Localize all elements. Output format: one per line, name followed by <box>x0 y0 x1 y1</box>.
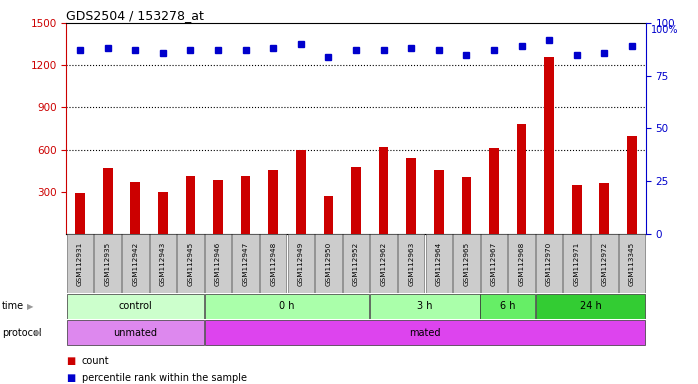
FancyBboxPatch shape <box>508 234 535 293</box>
FancyBboxPatch shape <box>232 234 259 293</box>
Text: time: time <box>2 301 24 311</box>
Text: ■: ■ <box>66 356 75 366</box>
FancyBboxPatch shape <box>260 234 286 293</box>
Text: 3 h: 3 h <box>417 301 433 311</box>
Bar <box>627 136 637 234</box>
Text: GSM112965: GSM112965 <box>463 242 469 286</box>
Text: GSM112963: GSM112963 <box>408 242 414 286</box>
Text: protocol: protocol <box>2 328 42 338</box>
FancyBboxPatch shape <box>398 234 424 293</box>
Bar <box>131 182 140 234</box>
Text: GSM112935: GSM112935 <box>105 242 111 286</box>
Text: percentile rank within the sample: percentile rank within the sample <box>82 373 246 383</box>
Bar <box>572 185 581 234</box>
Text: control: control <box>119 301 152 311</box>
Bar <box>544 58 554 234</box>
FancyBboxPatch shape <box>205 234 231 293</box>
Bar <box>103 168 112 234</box>
Text: GSM112967: GSM112967 <box>491 242 497 286</box>
Text: GSM112972: GSM112972 <box>601 242 607 286</box>
Text: GSM112970: GSM112970 <box>546 242 552 286</box>
Text: GDS2504 / 153278_at: GDS2504 / 153278_at <box>66 9 205 22</box>
Bar <box>434 170 443 234</box>
Bar <box>75 193 85 234</box>
Text: 24 h: 24 h <box>579 301 602 311</box>
Text: GSM112943: GSM112943 <box>160 242 166 286</box>
FancyBboxPatch shape <box>481 234 507 293</box>
Text: GSM112962: GSM112962 <box>380 242 387 286</box>
Text: 100%: 100% <box>651 25 678 35</box>
Text: GSM113345: GSM113345 <box>629 242 635 286</box>
FancyBboxPatch shape <box>205 294 369 319</box>
FancyBboxPatch shape <box>122 234 149 293</box>
Bar <box>379 147 388 234</box>
FancyBboxPatch shape <box>426 234 452 293</box>
FancyBboxPatch shape <box>343 234 369 293</box>
Bar <box>158 192 168 234</box>
Text: ■: ■ <box>66 373 75 383</box>
Text: 6 h: 6 h <box>500 301 515 311</box>
Text: GSM112931: GSM112931 <box>77 242 83 286</box>
Bar <box>406 158 416 234</box>
FancyBboxPatch shape <box>535 294 646 319</box>
Text: GSM112947: GSM112947 <box>243 242 248 286</box>
Bar <box>324 196 333 234</box>
Bar <box>213 180 223 234</box>
FancyBboxPatch shape <box>618 234 645 293</box>
Bar <box>517 124 526 234</box>
Text: unmated: unmated <box>113 328 157 338</box>
FancyBboxPatch shape <box>66 320 204 345</box>
FancyBboxPatch shape <box>288 234 314 293</box>
Bar <box>186 175 195 234</box>
Bar <box>296 149 306 234</box>
Text: GSM112971: GSM112971 <box>574 242 579 286</box>
Bar <box>489 148 499 234</box>
Text: GSM112949: GSM112949 <box>298 242 304 286</box>
Bar <box>269 170 278 234</box>
Text: count: count <box>82 356 110 366</box>
Text: mated: mated <box>409 328 440 338</box>
FancyBboxPatch shape <box>536 234 563 293</box>
FancyBboxPatch shape <box>563 234 590 293</box>
Bar <box>241 175 251 234</box>
FancyBboxPatch shape <box>315 234 341 293</box>
Bar <box>351 167 361 234</box>
FancyBboxPatch shape <box>591 234 618 293</box>
Text: GSM112946: GSM112946 <box>215 242 221 286</box>
Text: GSM112948: GSM112948 <box>270 242 276 286</box>
Text: GSM112950: GSM112950 <box>325 242 332 286</box>
Bar <box>461 177 471 234</box>
FancyBboxPatch shape <box>94 234 121 293</box>
Bar <box>600 182 609 234</box>
FancyBboxPatch shape <box>149 234 176 293</box>
FancyBboxPatch shape <box>480 294 535 319</box>
FancyBboxPatch shape <box>453 234 480 293</box>
FancyBboxPatch shape <box>67 234 94 293</box>
Text: GSM112945: GSM112945 <box>188 242 193 286</box>
FancyBboxPatch shape <box>205 320 646 345</box>
FancyBboxPatch shape <box>370 294 480 319</box>
FancyBboxPatch shape <box>371 234 396 293</box>
Text: GSM112964: GSM112964 <box>436 242 442 286</box>
Text: ▶: ▶ <box>35 328 41 337</box>
Text: GSM112968: GSM112968 <box>519 242 524 286</box>
Text: ▶: ▶ <box>27 302 33 311</box>
Text: GSM112942: GSM112942 <box>133 242 138 286</box>
Text: GSM112952: GSM112952 <box>353 242 359 286</box>
FancyBboxPatch shape <box>177 234 204 293</box>
FancyBboxPatch shape <box>66 294 204 319</box>
Text: 0 h: 0 h <box>279 301 295 311</box>
